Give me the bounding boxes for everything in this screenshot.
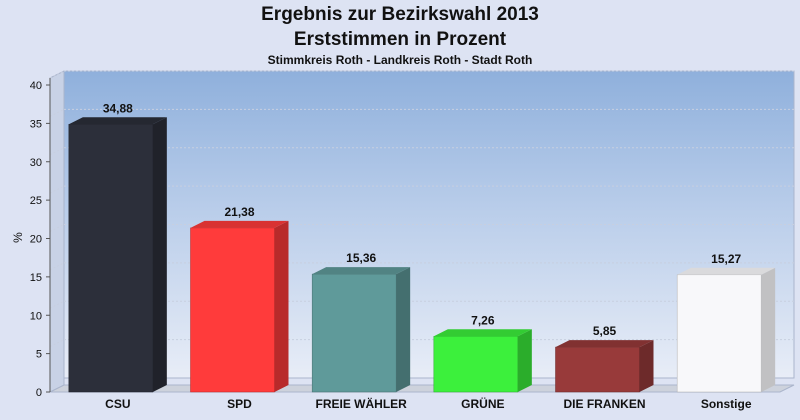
bars: 34,88 21,38 15,36 7,26 5,85 15,27: [68, 101, 776, 393]
bar-top: [68, 117, 167, 125]
bar-side: [761, 267, 776, 392]
y-axis: 0 5 10 15 20 25 30 35 40%: [11, 78, 51, 399]
x-tick-label: SPD: [227, 397, 252, 411]
bar-freie-wähler: [311, 267, 411, 393]
x-tick-label: FREIE WÄHLER: [315, 396, 407, 411]
bar-front: [190, 227, 275, 393]
x-axis: CSU SPD FREIE WÄHLER GRÜNE DIE FRANKEN Sonsti…: [105, 396, 752, 411]
bar-front: [676, 274, 762, 393]
chart-subtitle: Erststimmen in Prozent: [293, 29, 507, 50]
gridline-side: [49, 224, 65, 232]
gridline-side: [49, 339, 65, 348]
bar-side: [517, 329, 532, 392]
y-tick-label: 35: [30, 118, 42, 130]
bar-csu: [68, 117, 167, 393]
bar-front: [555, 346, 640, 393]
y-axis-label: %: [11, 232, 25, 243]
y-tick-label: 15: [30, 272, 42, 284]
bar-top: [433, 329, 532, 337]
bar-value-label: 15,27: [711, 252, 741, 266]
plot-left-wall: [49, 70, 65, 393]
bar-side: [152, 117, 167, 393]
y-tick-label: 10: [30, 310, 42, 322]
x-tick-label: DIE FRANKEN: [563, 397, 645, 411]
chart-title: Ergebnis zur Bezirkswahl 2013: [261, 4, 539, 25]
gridline-side: [49, 108, 65, 117]
bar-value-label: 5,85: [593, 324, 617, 338]
bar-top: [190, 220, 289, 228]
bar-die-franken: [555, 340, 654, 393]
gridline-side: [49, 300, 65, 309]
bar-side: [274, 220, 289, 392]
bar-value-label: 7,26: [471, 313, 495, 327]
gridlines: [49, 70, 794, 348]
x-tick-label: GRÜNE: [461, 396, 504, 411]
bar-top: [312, 267, 411, 275]
bar-grüne: [433, 329, 532, 393]
chart-subsubtitle: Stimmkreis Roth - Landkreis Roth - Stadt…: [267, 53, 533, 67]
bar-front: [68, 124, 154, 393]
y-tick-label: 0: [36, 387, 42, 399]
y-tick-label: 30: [30, 157, 42, 169]
bar-top: [555, 340, 654, 348]
bar-front: [433, 336, 519, 393]
gridline-side: [49, 147, 65, 156]
bar-front: [311, 273, 397, 393]
y-tick-label: 20: [30, 234, 42, 246]
y-tick-label: 40: [30, 80, 42, 92]
bar-spd: [190, 220, 289, 393]
bar-value-label: 21,38: [224, 205, 254, 219]
gridline-side: [49, 262, 65, 271]
gridline-side: [49, 70, 65, 79]
y-tick-label: 25: [30, 195, 42, 207]
bar-value-label: 15,36: [346, 251, 376, 265]
x-tick-label: CSU: [105, 397, 130, 411]
bar-side: [396, 267, 411, 392]
bar-sonstige: [676, 267, 776, 393]
y-tick-label: 5: [36, 349, 42, 361]
bar-value-label: 34,88: [103, 101, 133, 115]
x-tick-label: Sonstige: [701, 397, 752, 411]
gridline-side: [49, 185, 65, 194]
bar-side: [639, 340, 654, 392]
bar-top: [677, 267, 776, 275]
